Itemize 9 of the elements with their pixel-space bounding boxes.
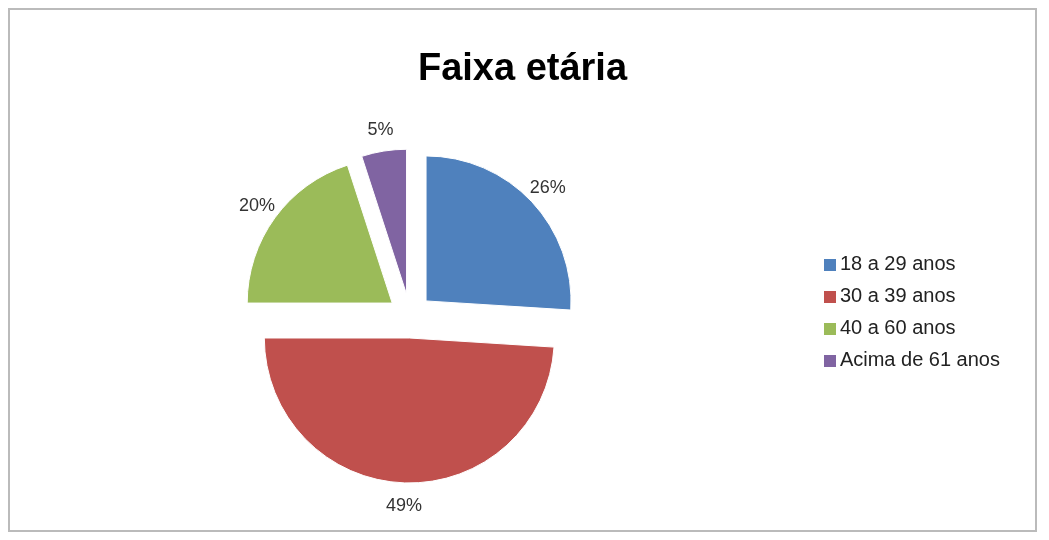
legend-label: 18 a 29 anos (839, 252, 956, 274)
legend-label: 40 a 60 anos (839, 316, 956, 338)
data-label: 26% (529, 176, 566, 197)
chart-title: Faixa etária (416, 46, 629, 90)
legend-label: 30 a 39 anos (839, 284, 956, 306)
data-label: 5% (367, 119, 394, 140)
data-label: 49% (386, 494, 423, 515)
legend-label: Acima de 61 anos (839, 348, 1000, 370)
data-label: 20% (239, 194, 276, 215)
